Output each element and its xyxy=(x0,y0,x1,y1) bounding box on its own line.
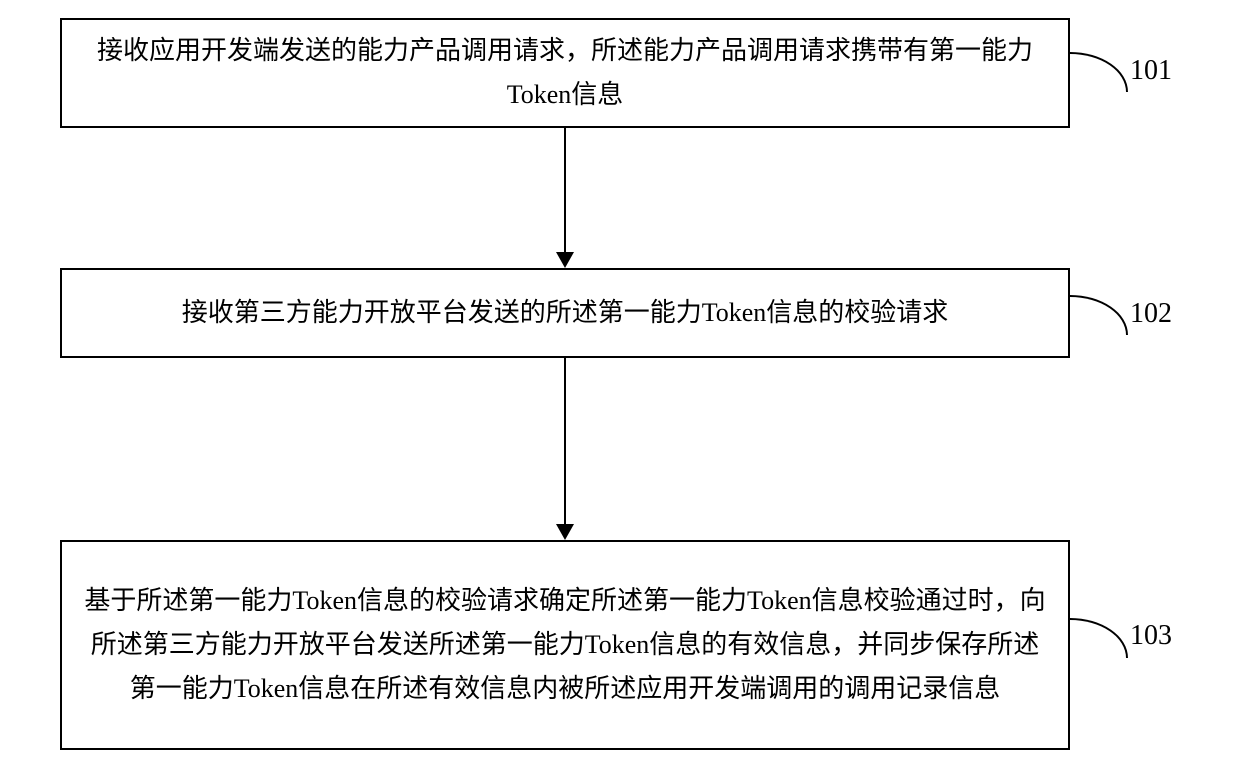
flow-step-2-text: 接收第三方能力开放平台发送的所述第一能力Token信息的校验请求 xyxy=(182,291,949,335)
arrow-1-line xyxy=(564,128,566,252)
flow-step-2-number: 102 xyxy=(1130,298,1172,330)
arrow-1-head xyxy=(556,252,574,268)
flow-step-1: 接收应用开发端发送的能力产品调用请求，所述能力产品调用请求携带有第一能力Toke… xyxy=(60,18,1070,128)
arrow-2-line xyxy=(564,358,566,524)
connector-curve-2 xyxy=(1070,295,1128,335)
flow-step-3-text: 基于所述第一能力Token信息的校验请求确定所述第一能力Token信息校验通过时… xyxy=(82,579,1048,712)
flow-step-1-text: 接收应用开发端发送的能力产品调用请求，所述能力产品调用请求携带有第一能力Toke… xyxy=(82,29,1048,117)
flow-step-3-number: 103 xyxy=(1130,620,1172,652)
connector-curve-3 xyxy=(1070,618,1128,658)
connector-curve-1 xyxy=(1070,52,1128,92)
flow-step-3: 基于所述第一能力Token信息的校验请求确定所述第一能力Token信息校验通过时… xyxy=(60,540,1070,750)
flow-step-2: 接收第三方能力开放平台发送的所述第一能力Token信息的校验请求 xyxy=(60,268,1070,358)
arrow-2-head xyxy=(556,524,574,540)
flow-step-1-number: 101 xyxy=(1130,55,1172,87)
